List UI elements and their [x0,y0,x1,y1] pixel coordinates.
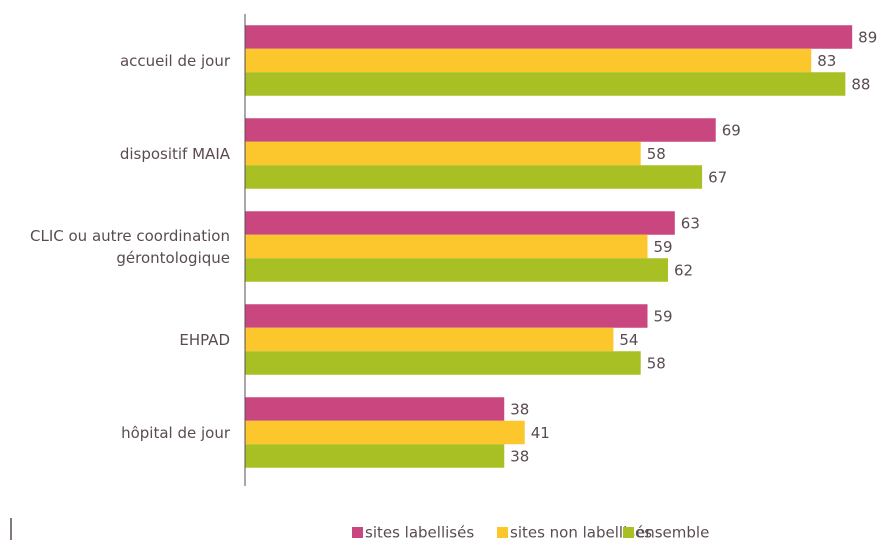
category-label: dispositif MAIA [119,144,230,163]
value-label: 62 [674,262,693,280]
value-label: 59 [654,308,673,326]
bar [245,444,505,468]
bar [245,165,703,189]
bar [245,351,641,375]
bar [245,327,614,352]
bar [245,211,675,235]
bar [245,304,648,328]
value-label: 88 [851,76,870,94]
bar [245,141,641,166]
category-label: accueil de jour [119,51,230,70]
value-label: 69 [722,122,741,140]
bar [245,118,716,142]
bar [245,72,846,96]
legend-label: ensemble [636,524,709,542]
legend-label: sites labellisés [365,524,474,542]
value-label: 67 [708,169,727,187]
category-label: EHPAD [179,330,230,349]
category-label: hôpital de jour [121,423,230,442]
value-label: 41 [531,424,550,442]
bar [245,48,812,73]
value-label: 63 [681,215,700,233]
bar [245,234,648,259]
bar [245,397,505,421]
bar [245,258,668,282]
legend-label: sites non labellisés [510,524,652,542]
value-label: 89 [858,29,877,47]
value-label: 83 [817,52,836,70]
legend-swatch [497,527,508,538]
value-label: 38 [510,401,529,419]
value-label: 59 [654,238,673,256]
value-label: 58 [647,355,666,373]
legend-swatch [352,527,363,538]
bar [245,420,525,445]
value-label: 58 [647,145,666,163]
value-label: 38 [510,448,529,466]
bar [245,25,853,49]
category-label: CLIC ou autre coordination gérontologiqu… [30,226,230,267]
value-label: 54 [619,331,638,349]
legend-swatch [623,527,634,538]
